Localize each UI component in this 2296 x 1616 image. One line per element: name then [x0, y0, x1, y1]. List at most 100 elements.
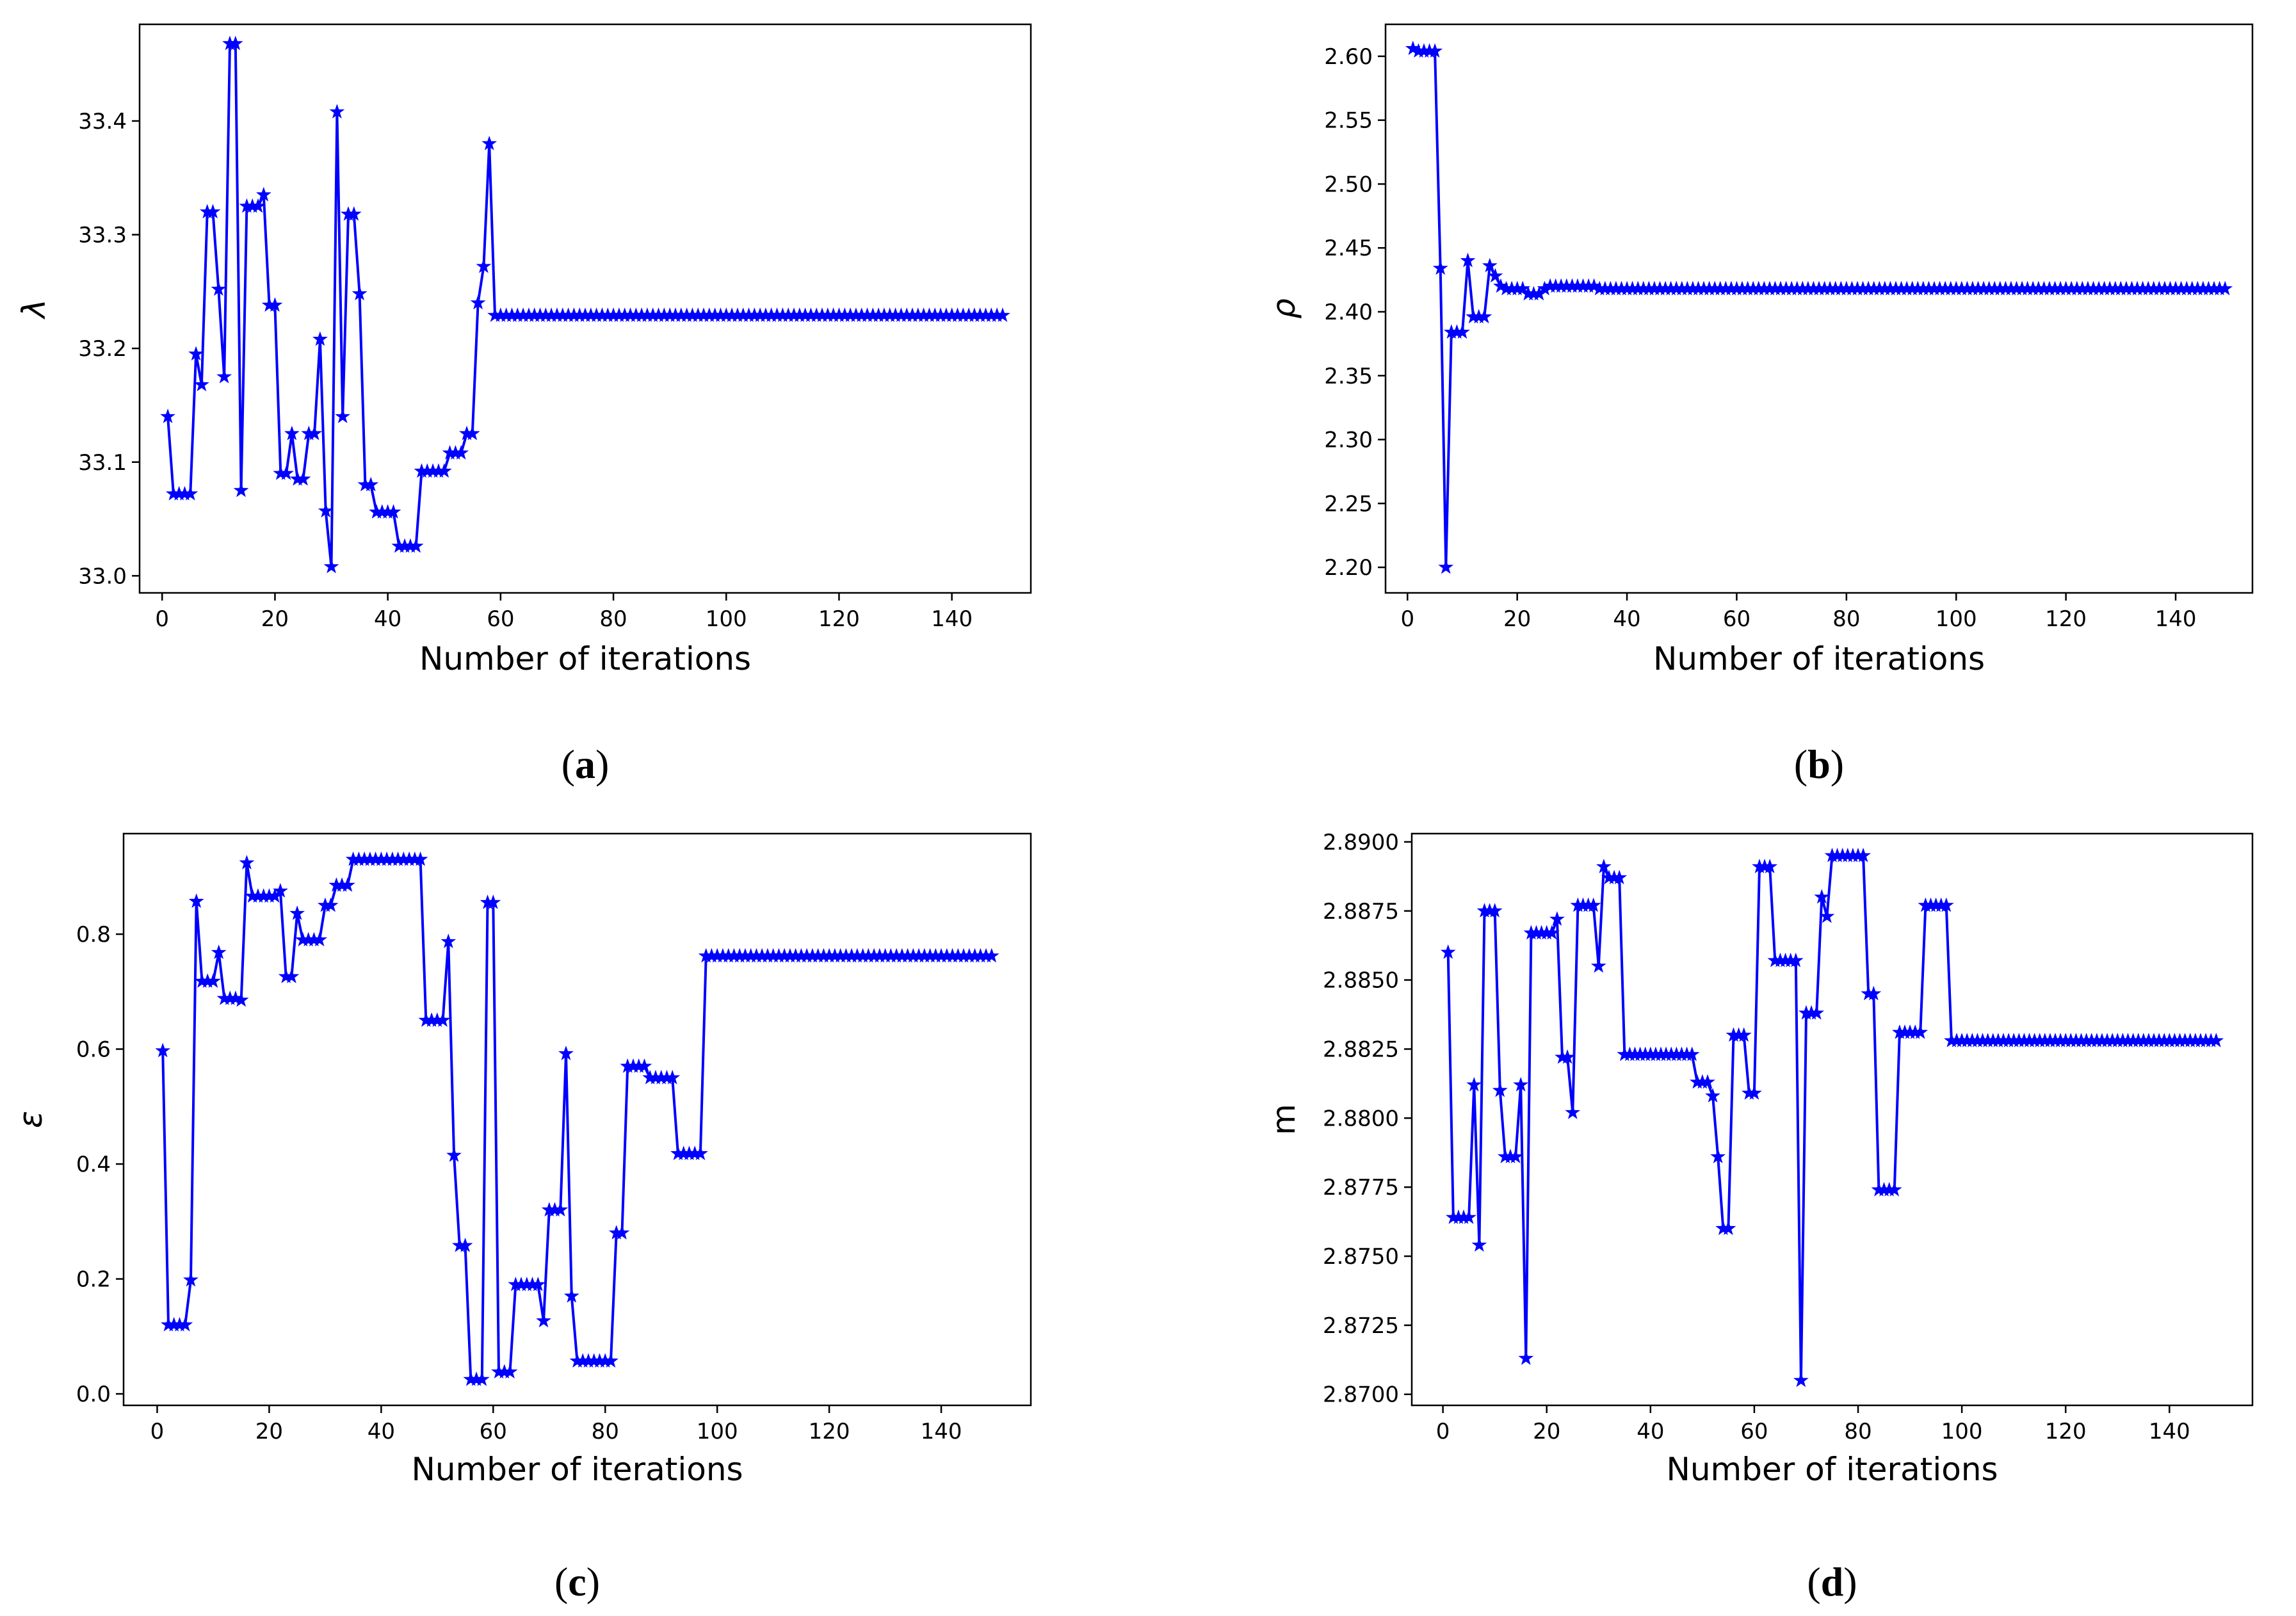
- y-tick-label: 33.1: [78, 450, 127, 476]
- data-point-marker: [1513, 1077, 1529, 1092]
- panel-letter: a: [575, 741, 595, 787]
- data-point-marker: [1427, 43, 1443, 58]
- y-tick-label: 2.8775: [1323, 1175, 1399, 1200]
- data-point-marker: [1886, 1181, 1902, 1197]
- data-point-marker: [1471, 1237, 1487, 1252]
- x-tick-label: 20: [1533, 1419, 1560, 1444]
- data-point-marker: [323, 897, 339, 912]
- data-point-marker: [563, 1288, 579, 1303]
- data-point-marker: [273, 883, 288, 898]
- data-point-marker: [216, 369, 232, 384]
- x-tick-label: 100: [706, 606, 747, 632]
- x-tick-label: 0: [1436, 1419, 1450, 1444]
- data-point-marker: [182, 485, 198, 501]
- data-point-marker: [1720, 1220, 1736, 1236]
- panel-letter: b: [1807, 741, 1831, 787]
- data-point-marker: [1809, 1005, 1825, 1020]
- data-point-marker: [193, 376, 209, 392]
- data-point-marker: [1710, 1149, 1726, 1163]
- data-point-marker: [1793, 1372, 1809, 1387]
- series-line: [1446, 854, 2217, 1382]
- data-point-marker: [206, 973, 221, 988]
- x-axis-label: Number of iterations: [411, 1451, 743, 1488]
- data-point-marker: [441, 933, 457, 948]
- data-point-marker: [1544, 925, 1560, 940]
- y-tick-label: 33.3: [78, 223, 127, 248]
- data-point-marker: [1508, 1149, 1524, 1163]
- data-point-marker: [1912, 1024, 1928, 1039]
- x-tick-label: 80: [1832, 606, 1860, 632]
- data-point-marker: [1476, 309, 1492, 324]
- y-tick-label: 33.2: [78, 336, 127, 362]
- data-point-marker: [614, 1225, 630, 1240]
- data-point-marker: [284, 968, 300, 983]
- x-tick-label: 80: [599, 606, 627, 632]
- data-point-marker: [284, 425, 300, 440]
- data-point-marker: [1585, 897, 1601, 912]
- x-tick-label: 40: [374, 606, 401, 632]
- marker-group: [160, 35, 1010, 574]
- x-tick-label: 0: [1400, 606, 1414, 632]
- data-point-marker: [1560, 1049, 1576, 1064]
- data-point-marker: [1466, 1077, 1482, 1092]
- x-tick-label: 60: [480, 1419, 507, 1444]
- data-point-marker: [318, 503, 334, 518]
- data-point-marker: [2208, 1033, 2224, 1047]
- panel-caption: (a): [562, 741, 610, 787]
- y-tick-label: 2.8700: [1323, 1382, 1399, 1408]
- data-point-marker: [553, 1202, 569, 1217]
- data-point-marker: [1788, 952, 1804, 967]
- data-point-marker: [323, 558, 339, 574]
- data-point-marker: [474, 1371, 490, 1386]
- data-point-marker: [530, 1276, 546, 1291]
- data-point-marker: [1700, 1074, 1715, 1089]
- y-tick-label: 33.4: [78, 109, 127, 134]
- y-tick-label: 0.8: [76, 922, 111, 948]
- data-point-marker: [183, 1272, 198, 1287]
- data-point-marker: [1590, 958, 1606, 973]
- x-tick-label: 40: [1613, 606, 1640, 632]
- y-tick-label: 2.8750: [1323, 1244, 1399, 1270]
- data-point-marker: [1518, 1350, 1534, 1365]
- data-point-marker: [435, 1012, 451, 1027]
- data-point-marker: [233, 482, 249, 497]
- x-tick-label: 140: [2155, 606, 2197, 632]
- x-tick-label: 40: [1637, 1419, 1664, 1444]
- x-axis-label: Number of iterations: [1653, 640, 1985, 677]
- data-point-marker: [1866, 985, 1882, 1001]
- data-point-marker: [177, 1316, 193, 1332]
- series-line: [1412, 47, 2226, 569]
- data-point-marker: [457, 1237, 473, 1252]
- data-point-marker: [436, 463, 452, 478]
- data-point-marker: [385, 504, 401, 519]
- data-point-marker: [1438, 559, 1454, 574]
- data-point-marker: [2217, 280, 2233, 296]
- data-point-marker: [1482, 257, 1498, 273]
- data-point-marker: [1487, 903, 1503, 917]
- data-point-marker: [227, 35, 243, 51]
- data-point-marker: [408, 538, 424, 553]
- data-point-marker: [446, 1147, 462, 1162]
- x-tick-label: 40: [368, 1419, 395, 1444]
- data-point-marker: [665, 1069, 681, 1085]
- x-tick-label: 100: [1941, 1419, 1983, 1444]
- data-point-marker: [307, 425, 323, 440]
- x-tick-label: 20: [1503, 606, 1531, 632]
- plot-frame: [122, 832, 1032, 1407]
- y-tick-label: 33.0: [78, 563, 127, 589]
- y-tick-label: 2.8875: [1323, 899, 1399, 925]
- data-point-marker: [1819, 908, 1835, 923]
- y-tick-label: 0.0: [76, 1382, 111, 1407]
- y-tick-label: 0.2: [76, 1267, 111, 1293]
- data-point-marker: [470, 295, 486, 310]
- data-point-marker: [1705, 1088, 1720, 1103]
- data-point-marker: [363, 476, 379, 492]
- data-point-marker: [267, 297, 283, 312]
- x-tick-label: 80: [1844, 1419, 1872, 1444]
- y-tick-label: 0.4: [76, 1152, 111, 1177]
- data-point-marker: [983, 948, 999, 963]
- data-point-marker: [329, 104, 345, 118]
- data-point-marker: [693, 1145, 708, 1161]
- x-tick-label: 100: [697, 1419, 738, 1444]
